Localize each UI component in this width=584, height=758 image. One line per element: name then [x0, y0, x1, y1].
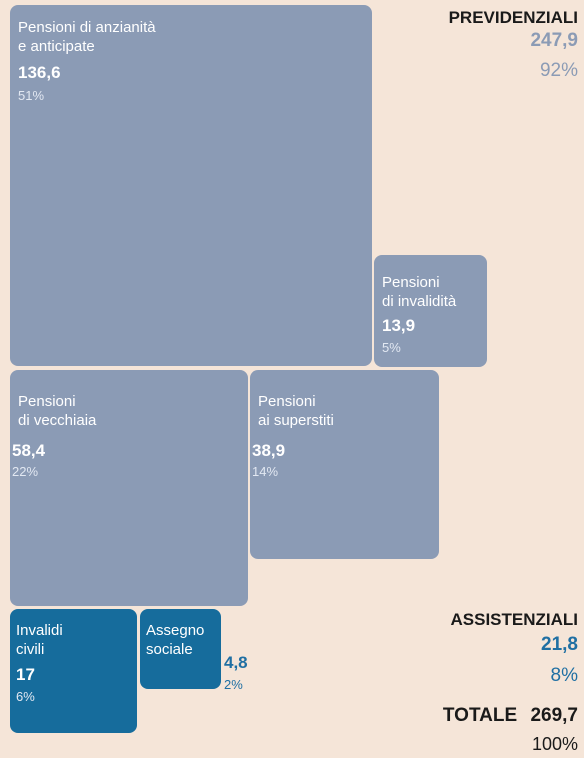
total-label: TOTALE — [442, 705, 518, 726]
value-superstiti: 38,9 — [252, 441, 286, 460]
group-share-assistenziali: 8% — [550, 665, 578, 686]
group-name-assistenziali: ASSISTENZIALI — [450, 610, 578, 629]
share-vecchiaia: 22% — [12, 464, 39, 479]
label-superstiti-line1: Pensioni — [258, 393, 316, 410]
label-invalidita-line1: Pensioni — [382, 274, 440, 291]
label-invalidita-line2: di invalidità — [382, 293, 457, 310]
value-anzianita: 136,6 — [18, 63, 61, 82]
label-anzianita-line1: Pensioni di anzianità — [18, 19, 156, 36]
share-invalidi-civili: 6% — [16, 689, 35, 704]
label-assegno-sociale-line2: sociale — [146, 641, 193, 658]
total-value: 269,7 — [530, 705, 578, 726]
value-vecchiaia: 58,4 — [12, 441, 46, 460]
label-invalidi-civili-line1: Invalidi — [16, 622, 63, 639]
group-name-previdenziali: PREVIDENZIALI — [448, 8, 578, 27]
box-invalidi-civili — [10, 609, 137, 733]
box-superstiti — [250, 370, 439, 559]
label-vecchiaia-line2: di vecchiaia — [18, 412, 97, 429]
total-share: 100% — [531, 734, 578, 754]
group-total-assistenziali: 21,8 — [541, 634, 578, 655]
label-superstiti-line2: ai superstiti — [258, 412, 334, 429]
value-assegno-sociale: 4,8 — [224, 653, 248, 672]
label-invalidi-civili-line2: civili — [16, 641, 45, 658]
share-anzianita: 51% — [18, 88, 45, 103]
box-invalidita — [374, 255, 487, 367]
share-superstiti: 14% — [252, 464, 279, 479]
label-assegno-sociale-line1: Assegno — [146, 622, 205, 639]
box-anzianita — [10, 5, 372, 366]
label-anzianita-line2: e anticipate — [18, 38, 95, 55]
value-invalidita: 13,9 — [382, 316, 416, 335]
label-vecchiaia-line1: Pensioni — [18, 393, 76, 410]
group-share-previdenziali: 92% — [539, 60, 578, 81]
value-invalidi-civili: 17 — [16, 665, 35, 684]
box-vecchiaia — [10, 370, 248, 606]
box-assegno-sociale — [140, 609, 221, 689]
share-assegno-sociale: 2% — [224, 677, 243, 692]
group-total-previdenziali: 247,9 — [530, 30, 578, 51]
total-row: TOTALE 269,7 — [443, 705, 578, 727]
share-invalidita: 5% — [382, 340, 401, 355]
